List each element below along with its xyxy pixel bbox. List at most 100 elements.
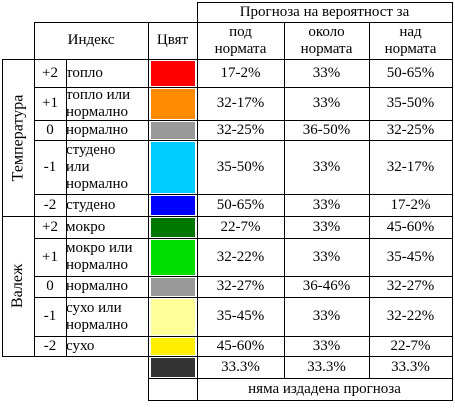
grid-line — [34, 87, 453, 88]
above-normal-value: 32-22% — [386, 308, 435, 324]
below-normal-header-line-2: нормата — [214, 40, 267, 57]
below-normal-value: 22-7% — [220, 218, 261, 235]
right-border — [452, 2, 453, 401]
category-label-line-1: топло — [66, 64, 103, 81]
near-normal-value: 33% — [312, 64, 341, 81]
below-normal-value: 45-60% — [216, 337, 265, 354]
near-normal-value: 33% — [312, 218, 341, 235]
above-normal-header-line-1: над — [399, 23, 422, 40]
above-normal-value: 50-65% — [386, 64, 435, 81]
above-normal-value: 17-2% — [390, 196, 431, 213]
near-normal-value: 33.3% — [307, 358, 346, 375]
category-label-line-1: сухо или — [66, 299, 122, 316]
near-normal-value: 33% — [312, 158, 341, 175]
grid-line — [66, 59, 67, 357]
grid-line — [284, 22, 285, 379]
index-value: -1 — [43, 158, 57, 175]
below-normal-value: 32-25% — [216, 121, 265, 138]
near-normal-value: 36-50% — [302, 121, 351, 138]
category-label-line-1: сухо — [66, 337, 95, 354]
near-normal-value: 33% — [312, 248, 341, 265]
category-label: нормално — [66, 276, 148, 297]
color-swatch — [151, 218, 195, 237]
below-normal-value: 32-22% — [216, 248, 265, 265]
category-label-line-1: мокро или — [66, 240, 133, 256]
above-normal-header-line-2: нормата — [384, 40, 437, 57]
color-swatch — [151, 61, 195, 86]
index-value: +2 — [42, 64, 58, 81]
category-label-line-3: нормално — [66, 175, 128, 192]
near-normal-value: 33% — [312, 95, 341, 111]
header-divider — [197, 22, 453, 23]
below-normal-value: 17-2% — [220, 64, 261, 81]
near-normal-value: 33% — [312, 308, 341, 324]
color-swatch — [151, 142, 195, 193]
category-label: топло или нормално — [66, 87, 148, 120]
near-normal-header-line-1: около — [308, 23, 345, 40]
color-swatch — [151, 338, 195, 355]
grid-line — [197, 2, 198, 401]
above-normal-value: 32-25% — [386, 121, 435, 138]
below-normal-value: 35-50% — [216, 158, 265, 175]
header-bottom-border — [2, 59, 453, 60]
color-swatch — [151, 196, 195, 215]
index-header-top — [34, 22, 198, 23]
index-value: -2 — [43, 196, 57, 213]
top-border — [197, 2, 453, 3]
index-value: -1 — [43, 308, 57, 324]
near-normal-value: 36-46% — [302, 278, 351, 294]
grid-line — [34, 120, 453, 121]
category-label: нормално — [66, 120, 148, 140]
color-header: Цвят — [156, 32, 189, 48]
forecast-title: Прогноза на вероятност за — [239, 3, 410, 20]
near-normal-header: около нормата — [284, 22, 369, 59]
category-label-line-1: студено — [66, 196, 116, 213]
above-normal-value: 35-45% — [386, 248, 435, 265]
grid-line — [148, 22, 149, 401]
grid-line — [369, 22, 370, 379]
below-normal-value: 33.3% — [221, 358, 260, 375]
above-normal-header: над нормата — [369, 22, 452, 59]
body-bottom-border — [2, 356, 453, 357]
index-value: +1 — [42, 248, 58, 265]
category-label: мокро — [66, 216, 148, 238]
grid-line — [34, 140, 453, 141]
grid-line — [34, 297, 453, 298]
category-label-line-2: нормално — [66, 103, 128, 120]
category-label-line-2: или — [66, 158, 90, 175]
above-normal-value: 33.3% — [391, 358, 430, 375]
color-swatch — [151, 122, 195, 139]
above-normal-value: 35-50% — [386, 95, 435, 111]
grid-line — [34, 336, 453, 337]
above-normal-value: 32-17% — [386, 158, 435, 175]
temperature-group-label: Температура — [9, 94, 26, 181]
below-normal-value: 50-65% — [216, 196, 265, 213]
category-label: студено или нормално — [66, 140, 148, 194]
below-normal-value: 32-17% — [216, 95, 265, 111]
no-forecast-label: няма издадена прогноза — [248, 380, 401, 397]
bottom-border — [148, 400, 453, 401]
category-label-line-1: студено — [66, 141, 116, 158]
near-normal-value: 33% — [312, 196, 341, 213]
category-label: топло — [66, 59, 148, 87]
below-normal-header-line-1: под — [229, 23, 252, 40]
below-normal-value: 35-45% — [216, 308, 265, 324]
category-label: сухо — [66, 336, 148, 356]
color-swatch — [151, 278, 195, 296]
grid-line — [34, 238, 453, 239]
near-normal-value: 33% — [312, 337, 341, 354]
group-divider — [2, 216, 453, 217]
category-label-line-2: нормално — [66, 316, 128, 333]
color-swatch — [151, 89, 195, 119]
grid-line — [34, 194, 453, 195]
category-label-line-1: нормално — [66, 278, 128, 294]
category-label-line-2: нормално — [66, 257, 128, 273]
below-normal-value: 32-27% — [216, 278, 265, 294]
category-label: студено — [66, 194, 148, 216]
above-normal-value: 32-27% — [386, 278, 435, 294]
grid-line — [34, 22, 35, 357]
index-value: -2 — [43, 337, 57, 354]
index-value: 0 — [46, 121, 54, 138]
index-value: +1 — [42, 95, 58, 111]
near-normal-header-line-2: нормата — [300, 40, 353, 57]
